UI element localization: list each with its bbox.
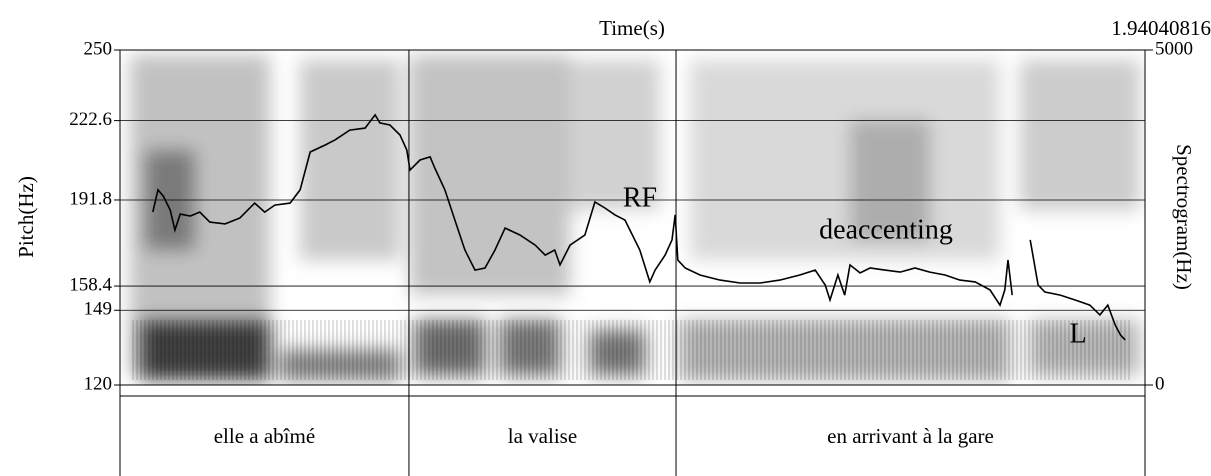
y-tick-label: 250: [84, 38, 113, 59]
annotation: RF: [623, 182, 657, 213]
annotation: deaccenting: [819, 214, 953, 245]
y-tick-label: 120: [84, 373, 113, 394]
y2-tick-label: 0: [1155, 373, 1165, 394]
x-axis-title: Time(s): [599, 16, 665, 40]
y-tick-label: 191.8: [69, 188, 112, 209]
tier-label: la valise: [508, 424, 577, 448]
y2-tick-label: 5000: [1155, 38, 1193, 59]
y-tick-label: 149: [84, 299, 113, 320]
tier-label: en arrivant à la gare: [827, 424, 994, 448]
y-tick-label: 222.6: [69, 109, 112, 130]
y-tick-label: 158.4: [69, 274, 112, 295]
annotation: L: [1069, 318, 1086, 349]
tier-label: elle a abîmé: [214, 424, 315, 448]
spectrogram-stripes: [130, 320, 1130, 380]
x-end-label: 1.94040816: [1111, 16, 1211, 40]
y-axis-title: Pitch(Hz): [14, 176, 38, 258]
chart: Time(s) 1.94040816 Pitch(Hz) Spectrogram…: [0, 0, 1211, 476]
y2-axis-title: Spectrogram(Hz): [1172, 144, 1196, 290]
